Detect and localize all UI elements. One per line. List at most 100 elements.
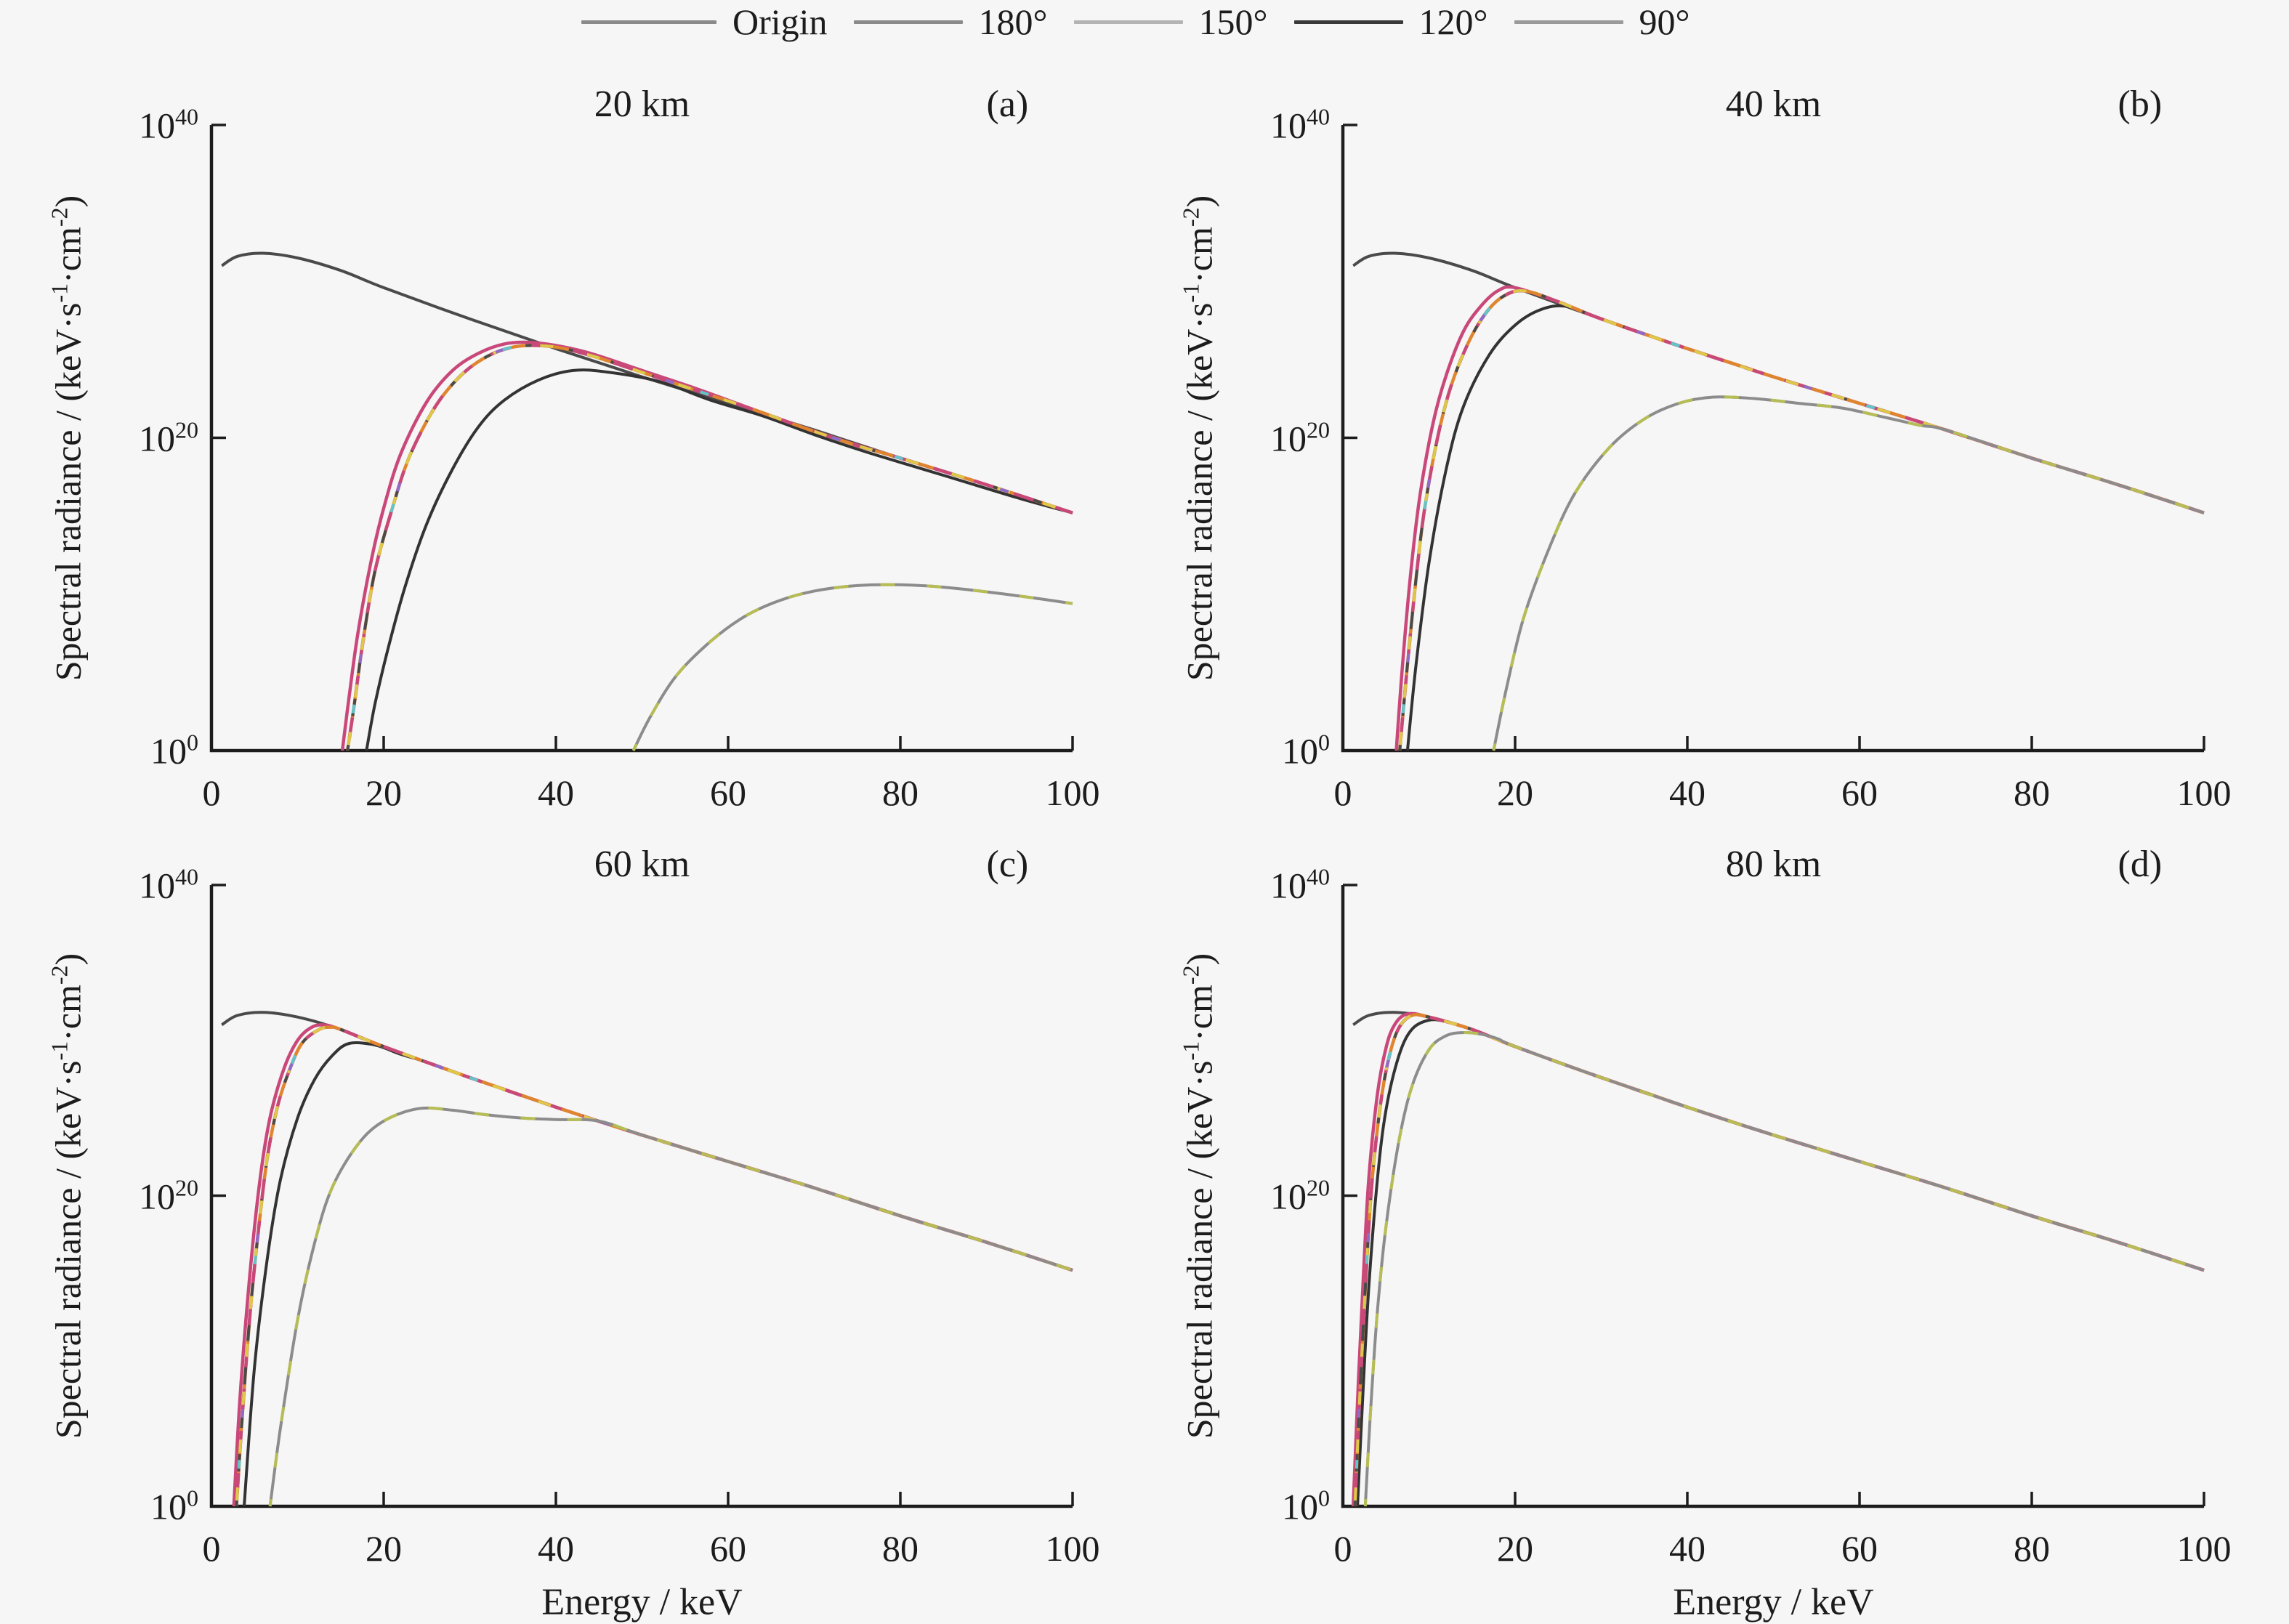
y-axis-label-c: Spectral radiance / (keV·s-1·cm-2): [47, 953, 89, 1438]
x-tick-label-d-0: 0: [1333, 1528, 1352, 1569]
unit-superscript: 0: [1318, 1484, 1330, 1511]
label-text: Spectral radiance / (keV·s: [47, 302, 89, 681]
legend-item-origin: Origin: [581, 4, 828, 40]
x-axis-label-d: Energy / keV: [1673, 1581, 1874, 1623]
x-tick-label-d-60: 60: [1841, 1528, 1878, 1569]
label-text: 10: [139, 105, 175, 146]
x-tick-label-d-80: 80: [2014, 1528, 2050, 1569]
unit-superscript: 20: [175, 1174, 198, 1201]
unit-superscript: 40: [1307, 103, 1330, 130]
curve-a-90°: [631, 583, 1073, 751]
unit-superscript: 40: [175, 863, 198, 890]
curve-a-braid-dark: [346, 344, 1073, 751]
x-tick-label-a-40: 40: [538, 772, 574, 813]
label-text: 10: [1282, 1486, 1318, 1527]
unit-superscript: 0: [1318, 729, 1330, 756]
legend: Origin 180° 150° 120° 90°: [581, 1, 1690, 42]
axes-c: [209, 885, 1073, 1508]
unit-superscript: 40: [175, 103, 198, 130]
curve-d-braid-yellow: [1353, 1013, 2205, 1507]
curve-a-braid-pink: [345, 344, 1073, 751]
x-tick-label-b-80: 80: [2014, 772, 2050, 813]
label-text: 10: [150, 1486, 187, 1527]
label-text: ): [47, 953, 89, 966]
curve-b-Origin: [1352, 251, 2205, 514]
y-tick-label-d-20: 1020: [1171, 1174, 1330, 1217]
axes-d: [1341, 885, 2204, 1508]
y-tick-label-a-0: 100: [40, 730, 198, 772]
curve-d-Origin: [1352, 1011, 2205, 1272]
curve-d-braid-cyan: [1353, 1013, 2205, 1507]
curve-c-braid-green: [268, 1106, 1073, 1507]
curve-a-braid-green: [631, 583, 1073, 751]
x-tick-label-c-60: 60: [710, 1528, 746, 1569]
panel-tag-a: (a): [986, 84, 1029, 125]
label-text: ): [1179, 953, 1220, 966]
curve-c-90°: [268, 1106, 1073, 1507]
y-tick-label-a-40: 1040: [40, 104, 198, 147]
curve-a-120°: [365, 368, 1073, 751]
label-text: 10: [139, 417, 175, 458]
curve-b-braid-dark: [1398, 289, 2205, 751]
legend-label-180: 180°: [978, 1, 1048, 42]
y-tick-label-c-0: 100: [40, 1485, 198, 1528]
y-tick-label-d-40: 1040: [1171, 864, 1330, 907]
curve-d-braid-green: [1363, 1031, 2205, 1507]
x-tick-label-c-100: 100: [1045, 1528, 1100, 1569]
unit-superscript: -1: [1177, 1041, 1204, 1061]
legend-line-120: [1293, 20, 1403, 24]
curve-b-braid-pink: [1397, 288, 2205, 751]
curve-d-150°: [1353, 1013, 2205, 1507]
curve-d-braid-purple: [1353, 1013, 2205, 1507]
label-text: 10: [139, 865, 175, 906]
label-text: 10: [150, 730, 187, 772]
x-tick-label-a-20: 20: [366, 772, 402, 813]
curve-a-braid-purple: [346, 344, 1073, 751]
label-text: 10: [1270, 1175, 1307, 1216]
legend-label-150: 150°: [1198, 1, 1268, 42]
label-text: ): [47, 195, 89, 208]
curve-c-Origin: [221, 1011, 1073, 1272]
x-tick-label-a-0: 0: [202, 772, 221, 813]
curve-a-Origin: [221, 251, 1073, 514]
curve-a-180°: [340, 340, 1073, 751]
label-text: Spectral radiance / (keV·s: [1179, 1060, 1220, 1439]
x-tick-label-c-0: 0: [202, 1528, 221, 1569]
x-tick-label-d-40: 40: [1669, 1528, 1705, 1569]
y-axis-label-a: Spectral radiance / (keV·s-1·cm-2): [47, 195, 89, 680]
x-tick-label-c-20: 20: [366, 1528, 402, 1569]
panel-title-c: 60 km: [594, 844, 690, 885]
y-tick-label-b-20: 1020: [1171, 416, 1330, 459]
unit-superscript: -1: [1177, 283, 1204, 303]
x-tick-label-a-80: 80: [882, 772, 919, 813]
curve-c-120°: [243, 1041, 1073, 1507]
label-text: 10: [1270, 865, 1307, 906]
legend-item-120: 120°: [1293, 4, 1488, 40]
x-tick-label-d-100: 100: [2176, 1528, 2232, 1569]
curve-c-braid-purple: [235, 1025, 1073, 1507]
unit-superscript: 20: [1307, 416, 1330, 443]
curve-d-120°: [1356, 1018, 2205, 1507]
panel-tag-b: (b): [2118, 84, 2163, 125]
panel-title-a: 20 km: [594, 84, 690, 125]
legend-line-90: [1514, 20, 1623, 24]
label-text: 10: [1270, 417, 1307, 458]
y-tick-label-b-0: 100: [1171, 730, 1330, 772]
unit-superscript: 0: [187, 729, 198, 756]
unit-superscript: -2: [1177, 207, 1204, 227]
curve-a-braid-cyan: [346, 344, 1073, 751]
legend-label-90: 90°: [1639, 1, 1690, 42]
curve-b-braid-purple: [1398, 289, 2205, 751]
label-text: ·cm: [1179, 226, 1220, 283]
curve-b-90°: [1492, 395, 2205, 751]
unit-superscript: 40: [1307, 863, 1330, 890]
label-text: ·cm: [47, 984, 89, 1041]
curve-d-90°: [1363, 1031, 2205, 1507]
x-tick-label-d-20: 20: [1497, 1528, 1533, 1569]
legend-item-150: 150°: [1073, 1, 1268, 42]
curve-b-120°: [1405, 304, 2205, 751]
label-text: Spectral radiance / (keV·s: [1179, 302, 1220, 681]
legend-line-180: [853, 20, 963, 24]
